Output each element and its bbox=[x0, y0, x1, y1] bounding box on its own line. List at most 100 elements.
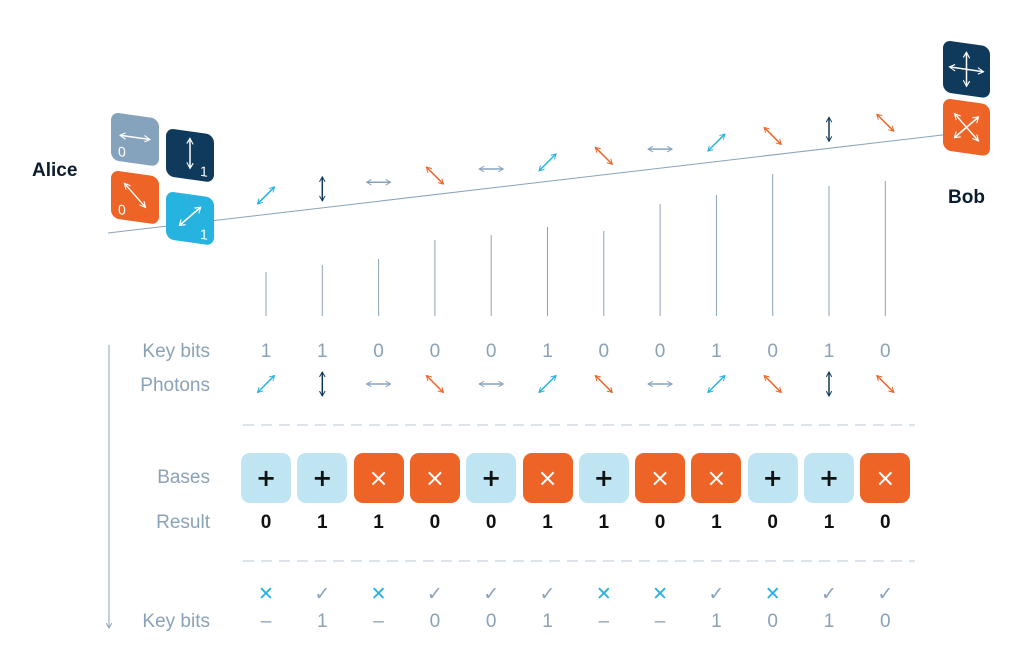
final-key-bit-cell: – bbox=[654, 611, 666, 632]
check-icon: ✓ bbox=[877, 583, 894, 605]
check-icon: ✓ bbox=[314, 583, 331, 605]
key-bit-cell: 1 bbox=[317, 341, 328, 362]
result-cell: 1 bbox=[711, 512, 722, 533]
photon-diagonal-down-arrow-icon bbox=[763, 374, 782, 394]
final-key-bit-cell: – bbox=[598, 611, 610, 632]
photon-row bbox=[256, 371, 895, 397]
measurement-lines bbox=[265, 174, 886, 316]
beam-photon-diagonal-down-arrow-icon bbox=[425, 166, 445, 185]
beam-photon-diagonal-up-arrow-icon bbox=[538, 153, 557, 172]
bases-label: Bases bbox=[157, 467, 210, 488]
final-key-bit-cell: 0 bbox=[429, 611, 441, 632]
final-key-bit-cell: 1 bbox=[317, 611, 328, 632]
result-cell: 1 bbox=[823, 512, 835, 533]
basis-rectilinear: + bbox=[578, 453, 629, 503]
bob-detectors bbox=[943, 41, 990, 156]
check-icon: ✓ bbox=[426, 583, 443, 605]
alice-key-bit: 1 bbox=[200, 226, 208, 243]
diagonal-down-arrow-icon bbox=[123, 182, 147, 209]
beam-photon-diagonal-down-arrow-icon bbox=[876, 113, 895, 132]
result-cell: 1 bbox=[542, 512, 553, 533]
alice-key-bit: 0 bbox=[118, 201, 126, 218]
key-bit-cell: 0 bbox=[598, 341, 610, 362]
basis-diagonal: × bbox=[691, 453, 742, 503]
key-bit-cell: 0 bbox=[373, 341, 384, 362]
key-bit-cell: 1 bbox=[711, 341, 722, 362]
check-icon: ✓ bbox=[539, 583, 556, 605]
final-key-bit-cell: 1 bbox=[823, 611, 835, 632]
beam-photons bbox=[256, 113, 895, 205]
key-bit-cell: 0 bbox=[767, 341, 778, 362]
key-bits-label: Key bits bbox=[142, 341, 210, 362]
key-bit-cell: 0 bbox=[654, 341, 666, 362]
result-cell: 0 bbox=[485, 512, 497, 533]
cross-icon: ✕ bbox=[595, 583, 612, 605]
final-key-bit-cell: 0 bbox=[485, 611, 497, 632]
photon-diagonal-down-arrow-icon bbox=[876, 374, 895, 394]
photon-diagonal-down-arrow-icon bbox=[594, 374, 613, 394]
photon-diagonal-up-arrow-icon bbox=[707, 374, 726, 394]
bob-label: Bob bbox=[948, 187, 985, 208]
result-label: Result bbox=[156, 512, 210, 533]
beam-photon-diagonal-down-arrow-icon bbox=[763, 126, 782, 146]
key-bit-cell: 1 bbox=[823, 341, 835, 362]
alice-key-tile: 0 bbox=[111, 171, 159, 224]
result-cell: 0 bbox=[429, 512, 441, 533]
cross-icon: ✕ bbox=[258, 583, 274, 605]
basis-rectilinear: + bbox=[297, 453, 348, 503]
cross-icon: ✕ bbox=[370, 583, 387, 605]
result-cell: 1 bbox=[598, 512, 610, 533]
alice-key-tile: 0 bbox=[111, 113, 159, 166]
photon-diagonal-up-arrow-icon bbox=[538, 374, 557, 394]
beam-photon-diagonal-down-arrow-icon bbox=[594, 146, 613, 165]
photons-label: Photons bbox=[140, 375, 210, 396]
result-cell: 1 bbox=[373, 512, 384, 533]
result-cell: 0 bbox=[767, 512, 778, 533]
final-key-bit-cell: – bbox=[260, 611, 272, 632]
diagonal-cross-icon bbox=[943, 99, 990, 156]
alice-key-tiles: 0 1 0 1 bbox=[111, 113, 214, 245]
result-cell: 0 bbox=[880, 512, 891, 533]
photon-channel-line bbox=[107, 129, 986, 234]
final-key-bits-label: Key bits bbox=[142, 611, 210, 632]
horizontal-arrow-icon bbox=[118, 132, 152, 143]
key-bit-cell: 1 bbox=[542, 341, 553, 362]
result-cell: 0 bbox=[654, 512, 666, 533]
basis-diagonal: × bbox=[353, 453, 404, 503]
basis-rectilinear: + bbox=[241, 453, 291, 503]
result-cell: 1 bbox=[317, 512, 328, 533]
final-key-bit-cell: 0 bbox=[767, 611, 778, 632]
photon-diagonal-up-arrow-icon bbox=[256, 374, 276, 394]
photon-diagonal-down-arrow-icon bbox=[425, 374, 445, 394]
alice-key-bit: 1 bbox=[200, 163, 208, 180]
cross-icon: ✕ bbox=[652, 583, 669, 605]
diagonal-up-arrow-icon bbox=[953, 116, 980, 139]
diagonal-up-arrow-icon bbox=[178, 206, 202, 227]
check-icon: ✓ bbox=[821, 583, 837, 605]
key-bit-cell: 0 bbox=[429, 341, 441, 362]
key-bit-cell: 1 bbox=[260, 341, 272, 362]
basis-diagonal: × bbox=[860, 453, 911, 503]
beam-photon-diagonal-up-arrow-icon bbox=[707, 133, 726, 152]
cross-icon: ✕ bbox=[764, 583, 781, 605]
basis-diagonal: × bbox=[409, 453, 460, 503]
alice-key-tile: 1 bbox=[166, 192, 214, 245]
basis-rectilinear: + bbox=[804, 453, 854, 503]
rectilinear-cross-icon bbox=[943, 41, 990, 98]
beam-photon-diagonal-up-arrow-icon bbox=[256, 186, 276, 205]
final-key-bit-cell: – bbox=[373, 611, 384, 632]
basis-rectilinear: + bbox=[747, 453, 798, 503]
final-key-bit-cell: 1 bbox=[542, 611, 553, 632]
alice-key-tile: 1 bbox=[166, 129, 214, 182]
check-icon: ✓ bbox=[483, 583, 500, 605]
basis-diagonal: × bbox=[635, 453, 686, 503]
alice-label: Alice bbox=[32, 160, 78, 181]
basis-diagonal: × bbox=[522, 453, 573, 503]
result-cell: 0 bbox=[260, 512, 272, 533]
key-bit-cell: 0 bbox=[485, 341, 497, 362]
check-icon: ✓ bbox=[708, 583, 725, 605]
final-key-bit-cell: 0 bbox=[880, 611, 891, 632]
key-bit-cell: 0 bbox=[880, 341, 891, 362]
